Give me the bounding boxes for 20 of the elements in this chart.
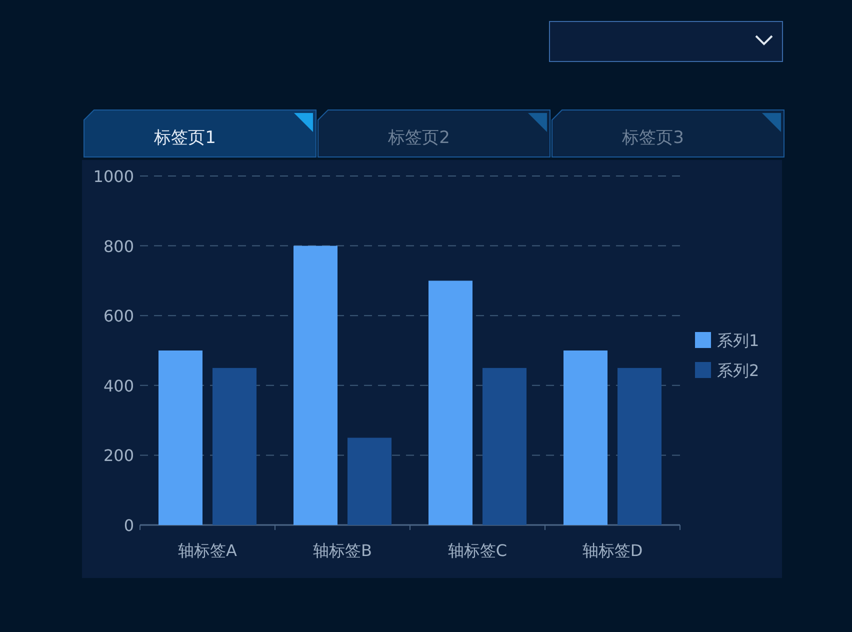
legend-label: 系列1 [717,331,760,350]
bar [564,350,608,525]
y-tick-label: 1000 [93,167,134,186]
y-tick-label: 400 [103,376,134,396]
x-tick-label: 轴标签B [313,541,372,560]
bar [294,246,338,525]
y-tick-label: 200 [103,446,134,466]
bar [618,368,662,525]
y-tick-label: 800 [103,236,134,256]
bar [212,368,256,525]
x-tick-label: 轴标签D [582,541,643,560]
legend-label: 系列2 [717,361,760,380]
x-tick-label: 轴标签C [448,541,508,560]
y-tick-label: 600 [103,306,134,326]
bar [482,368,526,525]
y-tick-label: 0 [124,516,134,535]
bar [158,350,202,525]
x-tick-label: 轴标签A [178,541,238,560]
bar [428,280,472,525]
bar [348,438,392,525]
